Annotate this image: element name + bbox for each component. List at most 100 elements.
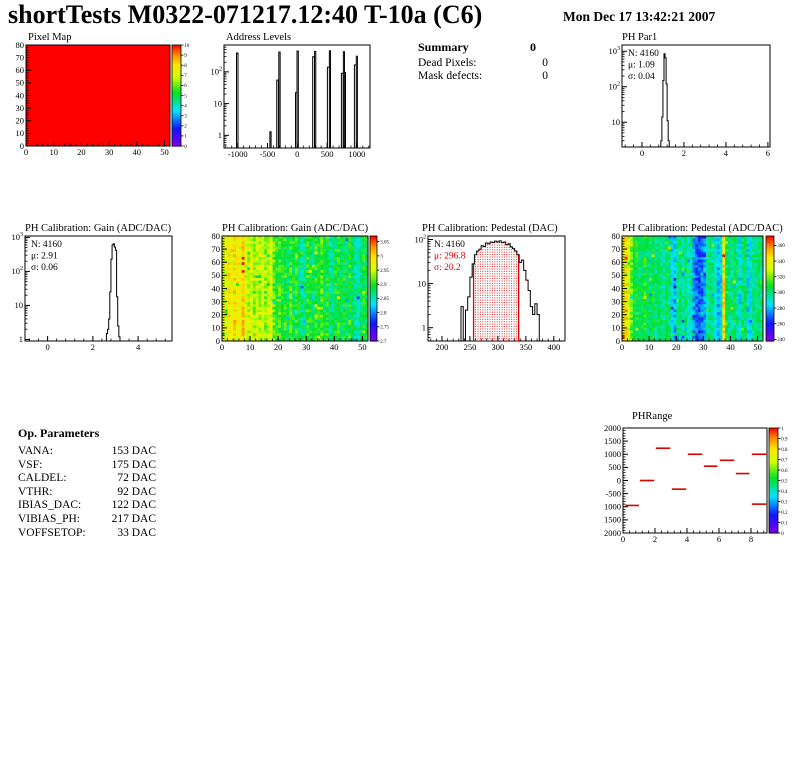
gain-hist-chart: 0 2 4 1 10 102 103 N: 4160 μ: 2.91 σ: 0.06 bbox=[0, 220, 200, 360]
op-param-label: VOFFSETOP: bbox=[18, 526, 86, 539]
svg-text:500: 500 bbox=[321, 149, 334, 159]
gain-hist-panel: PH Calibration: Gain (ADC/DAC) 0 2 4 1 10 102… bbox=[0, 220, 200, 360]
svg-text:103: 103 bbox=[608, 46, 620, 56]
svg-text:40: 40 bbox=[612, 283, 621, 293]
svg-text:10: 10 bbox=[15, 300, 24, 310]
svg-text:5: 5 bbox=[184, 94, 187, 99]
svg-text:2.95: 2.95 bbox=[380, 269, 389, 274]
svg-text:6: 6 bbox=[766, 148, 770, 158]
address-levels-panel: Address Levels -1000 -500 0 500 1000 1 10 102 bbox=[200, 30, 415, 162]
svg-text:N: 4160: N: 4160 bbox=[628, 49, 659, 59]
svg-text:20: 20 bbox=[672, 342, 681, 352]
op-param-row: CALDEL: 72 DAC bbox=[18, 472, 156, 486]
svg-text:20: 20 bbox=[612, 310, 621, 320]
summary-value: 0 bbox=[530, 40, 536, 54]
address-levels-chart: -1000 -500 0 500 1000 1 10 102 bbox=[200, 30, 415, 162]
svg-text:350: 350 bbox=[519, 342, 532, 352]
ph-range-title: PHRange bbox=[632, 411, 673, 422]
svg-text:50: 50 bbox=[753, 342, 762, 352]
svg-text:0: 0 bbox=[184, 145, 187, 150]
page-title: shortTests M0322-071217.12:40 T-10a (C6) bbox=[8, 0, 483, 29]
svg-text:50: 50 bbox=[16, 78, 25, 88]
pixel-map-title: Pixel Map bbox=[28, 32, 72, 43]
svg-text:103: 103 bbox=[11, 232, 23, 242]
pedestal-map-title: PH Calibration: Pedestal (ADC/DAC) bbox=[622, 223, 783, 234]
svg-text:3.05: 3.05 bbox=[380, 240, 389, 245]
svg-text:2: 2 bbox=[91, 342, 95, 352]
svg-text:9: 9 bbox=[184, 54, 187, 59]
svg-text:20: 20 bbox=[77, 147, 86, 157]
svg-text:4: 4 bbox=[136, 342, 141, 352]
svg-text:σ: 0.06: σ: 0.06 bbox=[31, 263, 58, 273]
svg-text:1: 1 bbox=[184, 135, 187, 140]
svg-text:1: 1 bbox=[19, 334, 23, 344]
op-param-value: 217 DAC bbox=[111, 512, 156, 525]
ph-par1-title: PH Par1 bbox=[622, 32, 658, 43]
svg-text:50: 50 bbox=[358, 342, 367, 352]
op-param-label: VTHR: bbox=[18, 485, 53, 498]
svg-text:0: 0 bbox=[216, 336, 220, 346]
svg-text:80: 80 bbox=[16, 40, 25, 50]
pixel-map-chart: 0 10 20 30 40 50 0 10 20 30 40 50 60 70 80 10 9 8 7 6 5 4 3 2 1 0 bbox=[0, 30, 200, 162]
pedestal-map-panel: PH Calibration: Pedestal (ADC/DAC) 0 10 20… bbox=[605, 220, 796, 360]
op-param-value: 153 DAC bbox=[111, 445, 156, 457]
op-param-value: 92 DAC bbox=[117, 485, 156, 498]
ph-range-chart: 0 2 4 6 8 2000 1500 1000 500 0 -500 1000 1500 2000 1 0.… bbox=[600, 405, 796, 553]
op-param-label: IBIAS_DAC: bbox=[18, 499, 82, 512]
svg-text:50: 50 bbox=[160, 147, 169, 157]
svg-text:10: 10 bbox=[612, 323, 621, 333]
svg-text:0: 0 bbox=[295, 149, 299, 159]
summary-row-dead-pixels: Dead Pixels: 0 bbox=[418, 57, 548, 69]
svg-text:10: 10 bbox=[612, 117, 621, 127]
address-levels-title: Address Levels bbox=[226, 32, 292, 43]
op-param-label: VIBIAS_PH: bbox=[18, 512, 80, 525]
svg-text:30: 30 bbox=[212, 296, 221, 306]
svg-text:7: 7 bbox=[184, 74, 187, 79]
op-param-label: VSF: bbox=[18, 458, 43, 471]
gain-map-panel: PH Calibration: Gain (ADC/DAC) 0 10 20 30 40… bbox=[205, 220, 410, 360]
summary-row-label: Dead Pixels: bbox=[418, 56, 477, 69]
gain-map-chart: 0 10 20 30 40 50 0 10 20 30 40 50 60 70 80 3.05 3 2.95 2.9… bbox=[205, 220, 410, 360]
op-param-value: 72 DAC bbox=[117, 472, 156, 485]
svg-text:1: 1 bbox=[422, 323, 426, 333]
svg-text:2.7: 2.7 bbox=[380, 340, 387, 345]
svg-text:μ: 1.09: μ: 1.09 bbox=[628, 61, 655, 71]
svg-text:2.85: 2.85 bbox=[380, 297, 389, 302]
svg-text:10: 10 bbox=[645, 342, 654, 352]
op-param-row: IBIAS_DAC: 122 DAC bbox=[18, 499, 156, 513]
op-param-label: CALDEL: bbox=[18, 472, 67, 485]
svg-text:80: 80 bbox=[212, 231, 221, 241]
svg-text:0: 0 bbox=[620, 342, 624, 352]
svg-text:20: 20 bbox=[212, 310, 221, 320]
svg-text:10: 10 bbox=[184, 44, 190, 49]
pedestal-hist-title: PH Calibration: Pedestal (DAC) bbox=[422, 223, 558, 234]
ph-par1-panel: PH Par1 0 2 4 6 10 102 103 N: 4160 μ: 1.09 σ: 0.0… bbox=[600, 30, 796, 162]
svg-text:40: 40 bbox=[212, 283, 221, 293]
svg-text:10: 10 bbox=[246, 342, 255, 352]
ph-range-panel: PHRange 0 2 4 6 8 2000 1500 1000 500 0 -500 1000 150… bbox=[600, 405, 796, 553]
svg-text:70: 70 bbox=[612, 244, 621, 254]
svg-text:-500: -500 bbox=[260, 149, 276, 159]
op-param-value: 33 DAC bbox=[117, 526, 156, 539]
svg-text:N: 4160: N: 4160 bbox=[31, 240, 62, 250]
pedestal-hist-chart: 200 250 300 350 400 1 10 102 N: 4160 μ: 296.8 σ: 2… bbox=[405, 220, 577, 360]
pedestal-map-chart: 0 10 20 30 40 50 0 10 20 30 40 50 60 70 80 360 340 320 300… bbox=[605, 220, 796, 360]
op-param-row: VTHR: 92 DAC bbox=[18, 486, 156, 500]
svg-text:μ: 2.91: μ: 2.91 bbox=[31, 252, 58, 262]
svg-text:50: 50 bbox=[212, 270, 221, 280]
svg-text:40: 40 bbox=[330, 342, 339, 352]
report-date: Mon Dec 17 13:42:21 2007 bbox=[563, 9, 716, 24]
summary-row-label: Mask defects: bbox=[418, 70, 483, 82]
svg-text:102: 102 bbox=[414, 234, 426, 244]
svg-text:30: 30 bbox=[302, 342, 311, 352]
svg-text:30: 30 bbox=[699, 342, 708, 352]
summary-header: Summary 0 bbox=[418, 40, 536, 55]
pixel-map-panel: Pixel Map 0 10 20 30 40 50 0 10 20 30 40 50 60 70 80 10… bbox=[0, 30, 200, 162]
svg-text:10: 10 bbox=[214, 98, 223, 108]
summary-row-value: 0 bbox=[542, 56, 548, 69]
gain-hist-title: PH Calibration: Gain (ADC/DAC) bbox=[25, 223, 172, 234]
op-parameters-title: Op. Parameters bbox=[18, 426, 100, 440]
svg-text:60: 60 bbox=[612, 257, 621, 267]
svg-text:4: 4 bbox=[184, 104, 187, 109]
